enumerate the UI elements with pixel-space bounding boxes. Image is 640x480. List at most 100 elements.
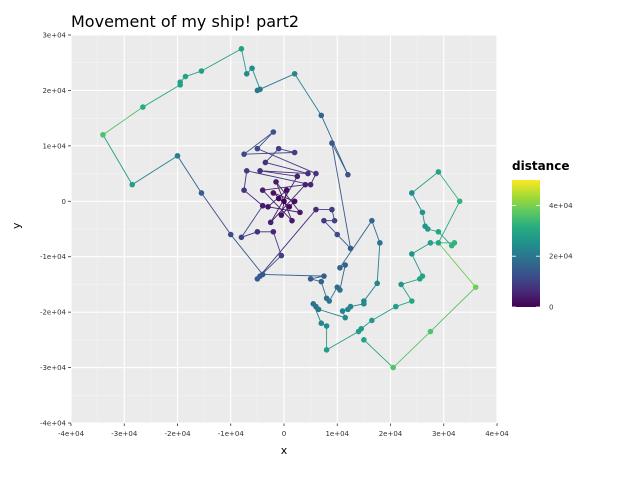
path-segment bbox=[257, 209, 317, 280]
data-point bbox=[305, 170, 311, 177]
data-point bbox=[259, 187, 266, 193]
data-point bbox=[472, 284, 479, 291]
data-point bbox=[270, 228, 277, 235]
data-point bbox=[329, 206, 335, 213]
data-point bbox=[283, 187, 290, 193]
path-segment bbox=[243, 189, 263, 207]
data-point bbox=[243, 71, 250, 77]
x-tick-label: -3e+04 bbox=[111, 430, 138, 438]
path-segment bbox=[411, 253, 423, 277]
data-point bbox=[174, 153, 181, 159]
data-point bbox=[337, 265, 343, 271]
data-point bbox=[140, 104, 146, 110]
data-point bbox=[259, 271, 266, 278]
legend-tick-label: 4e+04 bbox=[549, 202, 573, 210]
path-segment bbox=[240, 48, 248, 74]
path-segment bbox=[323, 220, 338, 235]
path-segment bbox=[201, 48, 242, 72]
data-point bbox=[294, 173, 301, 180]
data-point bbox=[241, 187, 247, 193]
data-point bbox=[419, 209, 426, 216]
path-segment bbox=[230, 234, 264, 275]
data-point bbox=[198, 190, 205, 196]
data-point bbox=[435, 169, 442, 175]
path-segment bbox=[265, 148, 279, 163]
path-segment bbox=[257, 73, 295, 91]
data-point bbox=[227, 231, 234, 238]
data-point bbox=[409, 251, 415, 257]
path-segment bbox=[371, 220, 381, 244]
path-segment bbox=[326, 331, 359, 351]
path-segment bbox=[320, 281, 328, 299]
data-point bbox=[243, 168, 250, 174]
y-tick-label: 0 bbox=[62, 198, 66, 206]
path-segment bbox=[257, 131, 274, 149]
x-tick-label: 1e+04 bbox=[325, 430, 349, 438]
data-point bbox=[342, 262, 349, 268]
path-segment bbox=[318, 308, 346, 319]
data-point bbox=[323, 347, 330, 353]
data-point bbox=[427, 240, 434, 246]
data-point bbox=[342, 314, 349, 321]
data-point bbox=[318, 278, 325, 285]
data-point bbox=[427, 328, 434, 335]
data-point bbox=[345, 171, 351, 178]
data-point bbox=[297, 209, 303, 216]
data-point bbox=[337, 287, 343, 293]
data-point bbox=[307, 181, 314, 188]
x-tick-label: 3e+04 bbox=[432, 430, 456, 438]
x-axis-label: x bbox=[280, 444, 288, 457]
path-segment bbox=[395, 300, 412, 308]
path-segment bbox=[336, 234, 351, 249]
path-segment bbox=[102, 134, 133, 185]
x-tick-label: 4e+04 bbox=[485, 430, 509, 438]
data-point bbox=[361, 337, 367, 343]
data-point bbox=[275, 145, 282, 152]
legend-tick-label: 0 bbox=[549, 304, 553, 312]
path-segment bbox=[259, 170, 298, 177]
y-tick-label: 2e+04 bbox=[42, 87, 66, 95]
path-segment bbox=[363, 339, 394, 368]
data-point bbox=[409, 190, 415, 196]
data-point bbox=[329, 140, 335, 146]
data-point bbox=[286, 204, 293, 210]
y-tick-label: 3e+04 bbox=[42, 32, 66, 40]
path-segment bbox=[401, 278, 420, 285]
data-point bbox=[334, 231, 341, 238]
data-point bbox=[390, 364, 396, 371]
data-point bbox=[398, 281, 404, 288]
path-segment bbox=[275, 181, 301, 213]
path-segment bbox=[430, 286, 477, 332]
path-segment bbox=[262, 189, 293, 221]
data-point bbox=[291, 71, 298, 77]
path-segment bbox=[400, 284, 413, 302]
path-segment bbox=[371, 306, 397, 321]
y-tick-label: 1e+04 bbox=[42, 142, 66, 150]
data-point bbox=[361, 301, 367, 307]
path-segment bbox=[243, 170, 248, 191]
path-segment bbox=[241, 205, 264, 238]
data-point bbox=[321, 273, 327, 279]
data-point bbox=[291, 198, 298, 205]
data-point bbox=[369, 217, 375, 224]
data-point bbox=[241, 151, 247, 157]
path-segment bbox=[376, 242, 381, 284]
legend-title: distance bbox=[512, 159, 570, 173]
data-point bbox=[267, 219, 274, 226]
data-point bbox=[270, 190, 277, 196]
data-point bbox=[318, 112, 325, 119]
data-point bbox=[273, 179, 279, 185]
data-point bbox=[182, 73, 189, 80]
data-point bbox=[302, 181, 309, 188]
path-segment bbox=[260, 170, 308, 175]
data-point bbox=[238, 234, 245, 241]
data-point bbox=[307, 276, 314, 282]
data-point bbox=[369, 317, 375, 324]
x-tick-label: -1e+04 bbox=[218, 430, 245, 438]
data-point bbox=[259, 202, 266, 209]
data-point bbox=[318, 320, 325, 327]
data-point bbox=[313, 206, 319, 213]
chart-title: Movement of my ship! part2 bbox=[71, 12, 300, 31]
path-segment bbox=[262, 274, 324, 277]
path-segment bbox=[438, 231, 453, 246]
